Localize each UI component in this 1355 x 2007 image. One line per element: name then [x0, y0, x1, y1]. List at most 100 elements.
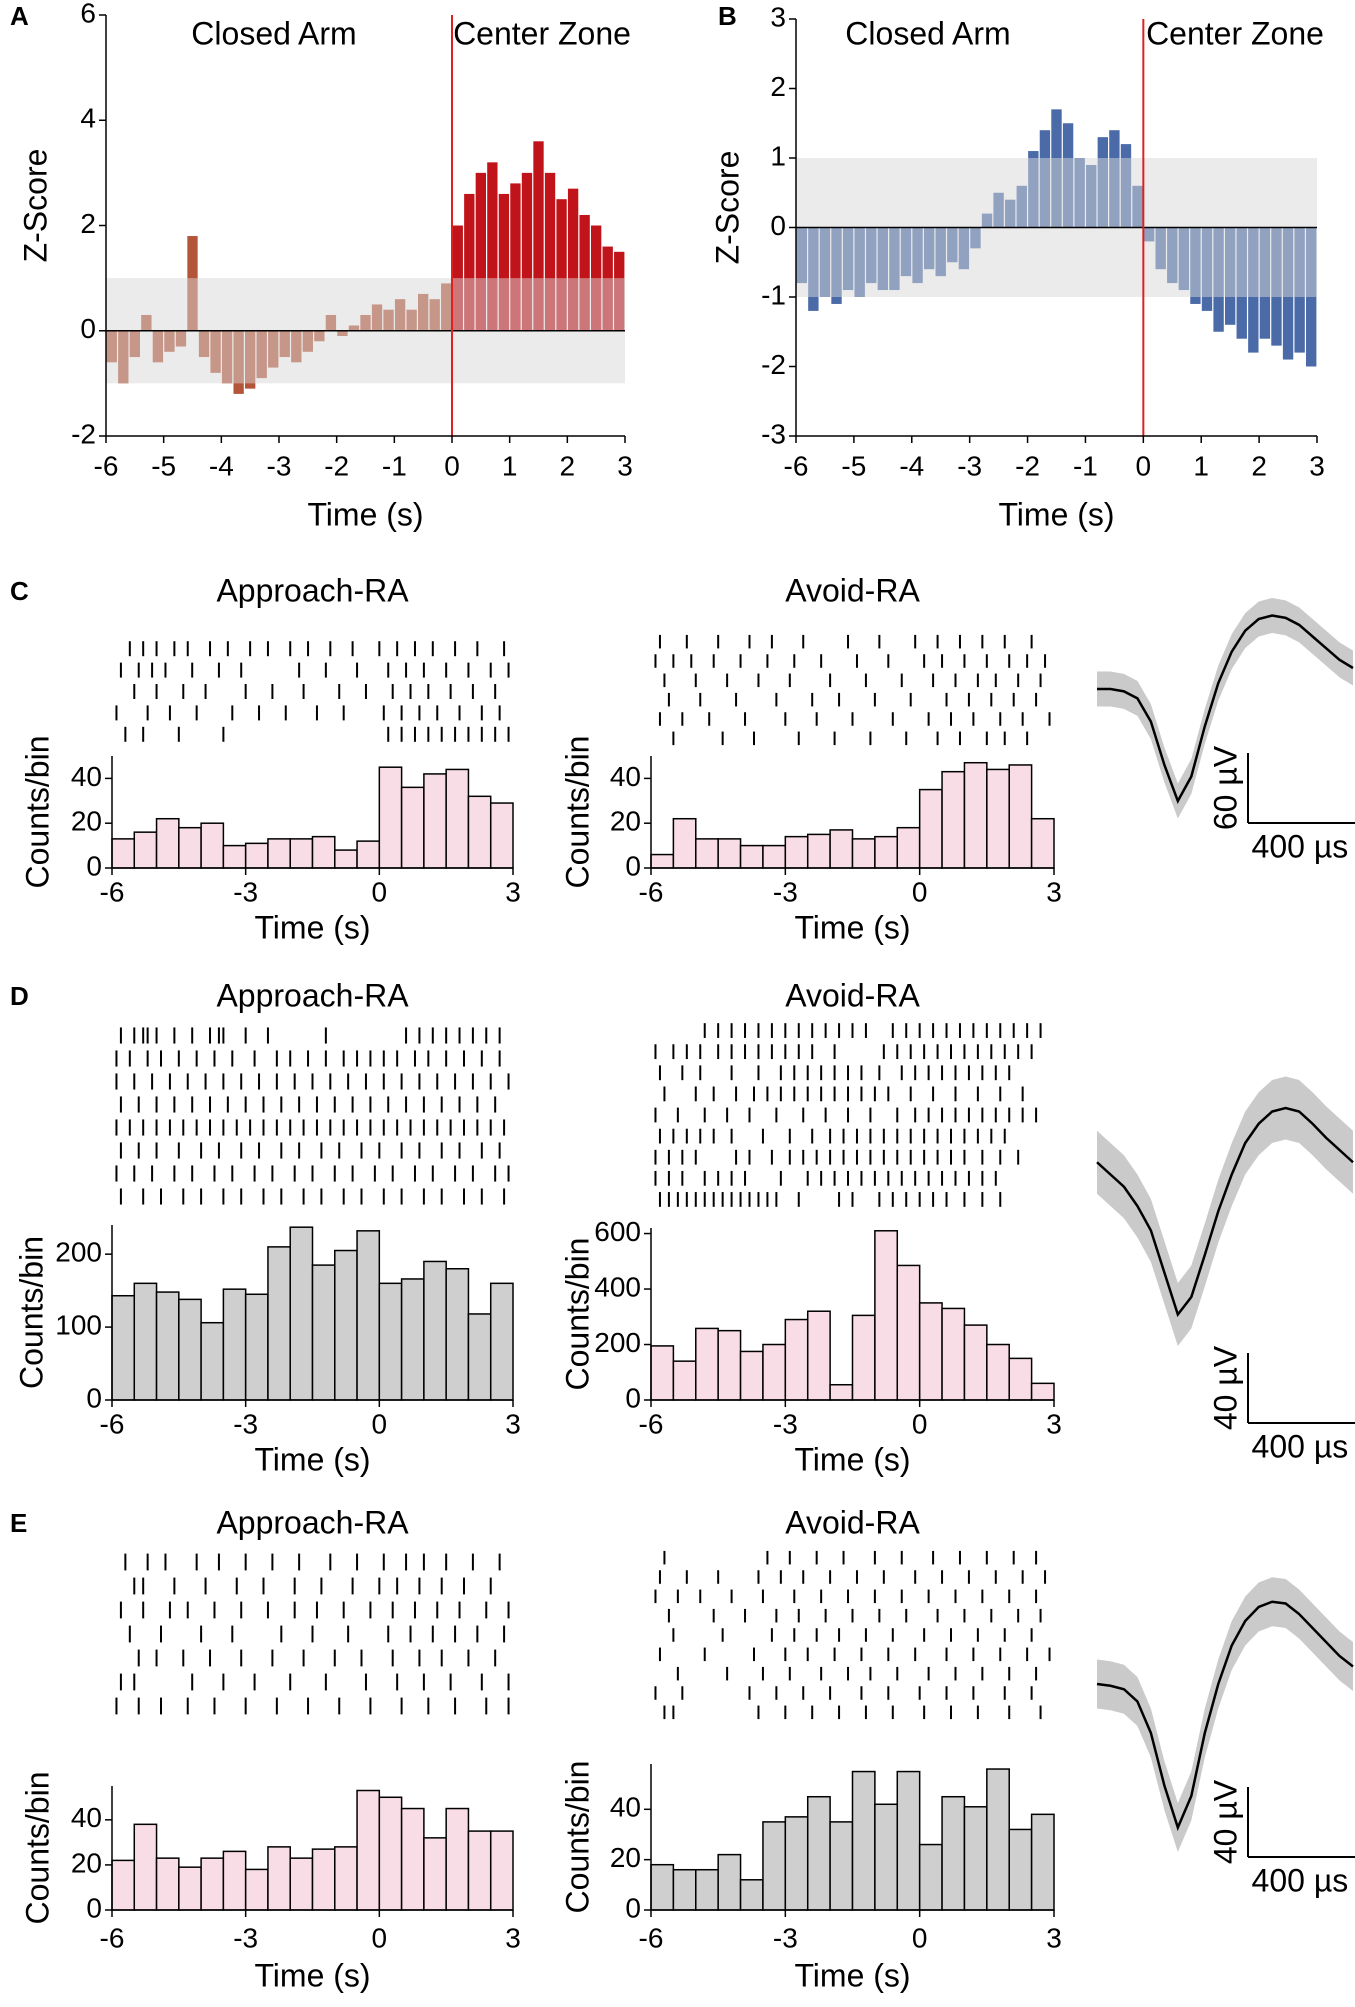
x-tick-label: -3 [233, 1408, 258, 1439]
bar [378, 766, 403, 869]
x-axis-label: Time (s) [307, 496, 423, 532]
x-tick-label: 3 [505, 876, 521, 907]
x-tick-label: -3 [267, 450, 292, 481]
bar [963, 761, 988, 869]
bar [200, 1857, 225, 1911]
y-tick-label: 2 [770, 71, 786, 102]
bar [1030, 817, 1055, 869]
bar [1008, 764, 1033, 869]
bar [400, 1807, 425, 1911]
bar [445, 1807, 470, 1911]
y-tick-label: 0 [86, 1382, 102, 1413]
bar [963, 1324, 988, 1401]
bar [222, 844, 247, 869]
bar [1030, 1382, 1055, 1401]
bar [489, 1282, 514, 1401]
y-tick-label: 6 [80, 0, 96, 28]
waveform-band [1097, 1076, 1353, 1346]
chart-title: Avoid-RA [785, 572, 920, 608]
bar [874, 1230, 899, 1401]
bar [244, 842, 269, 869]
y-tick-label: 3 [770, 1, 786, 32]
x-tick-label: -6 [100, 1408, 125, 1439]
bar [311, 1848, 336, 1911]
bar [851, 1314, 876, 1401]
x-tick-label: 3 [617, 450, 633, 481]
chart-title: Approach-RA [216, 1504, 409, 1540]
y-axis-label: Counts/bin [559, 736, 595, 889]
x-tick-label: -6 [100, 1922, 125, 1953]
x-tick-label: -1 [382, 450, 407, 481]
bar [111, 838, 136, 869]
bar [334, 1846, 358, 1911]
x-tick-label: 0 [912, 1408, 928, 1439]
scale-label-x: 400 µs [1252, 1428, 1349, 1464]
annotation: Center Zone [453, 15, 631, 51]
scale-label-x: 400 µs [1252, 828, 1349, 864]
bar [717, 1329, 742, 1401]
bar [762, 844, 787, 869]
bar [378, 1282, 403, 1401]
y-tick-label: 0 [86, 850, 102, 881]
bar [244, 1293, 269, 1401]
y-tick-label: 40 [71, 1802, 102, 1833]
bar [695, 838, 719, 869]
bar [267, 1846, 291, 1911]
bar [133, 1823, 158, 1911]
bar [784, 1318, 809, 1401]
bar [487, 162, 498, 331]
bar [178, 1298, 202, 1401]
y-tick-label: 40 [71, 761, 102, 792]
bar [1008, 1357, 1033, 1401]
bar [423, 773, 447, 869]
bar [896, 826, 921, 869]
bar [874, 835, 899, 869]
bar [467, 1830, 492, 1911]
x-tick-label: -3 [957, 450, 982, 481]
bar [1030, 1813, 1055, 1911]
bar [851, 1770, 876, 1911]
bar [289, 838, 314, 869]
y-tick-label: 4 [80, 103, 96, 134]
x-tick-label: 3 [505, 1408, 521, 1439]
y-tick-label: -1 [761, 279, 786, 310]
bar [267, 1246, 291, 1401]
bar [200, 822, 225, 869]
x-tick-label: -6 [639, 1922, 664, 1953]
bar [400, 786, 425, 869]
x-axis-label: Time (s) [254, 909, 370, 945]
bar [544, 172, 556, 331]
y-tick-label: 40 [610, 761, 641, 792]
y-tick-label: -2 [71, 418, 96, 449]
bar [851, 838, 876, 869]
bar [356, 1789, 381, 1911]
panel-label: E [10, 1508, 27, 1538]
waveform-line [1096, 1600, 1354, 1832]
bar [378, 1796, 403, 1911]
x-tick-label: 3 [1309, 450, 1325, 481]
bar [423, 1260, 447, 1401]
x-tick-label: 0 [912, 876, 928, 907]
waveform-band [1097, 1577, 1353, 1852]
chart-title: Avoid-RA [785, 1504, 920, 1540]
x-axis-label: Time (s) [794, 909, 910, 945]
x-tick-label: -3 [233, 1922, 258, 1953]
x-tick-label: 2 [1251, 450, 1267, 481]
bar [475, 172, 486, 331]
x-tick-label: -3 [773, 1922, 798, 1953]
bar [222, 1288, 247, 1401]
bar [941, 1307, 966, 1401]
bar [986, 1343, 1010, 1401]
y-tick-label: -3 [761, 418, 786, 449]
bar [244, 1868, 269, 1911]
bar [829, 1821, 854, 1911]
y-tick-label: 40 [610, 1792, 641, 1823]
x-tick-label: -6 [639, 876, 664, 907]
y-tick-label: 1 [770, 140, 786, 171]
bar [806, 833, 831, 869]
bar [334, 849, 358, 869]
bar [986, 768, 1010, 869]
y-tick-label: 20 [71, 1847, 102, 1878]
y-tick-label: 200 [55, 1237, 102, 1268]
